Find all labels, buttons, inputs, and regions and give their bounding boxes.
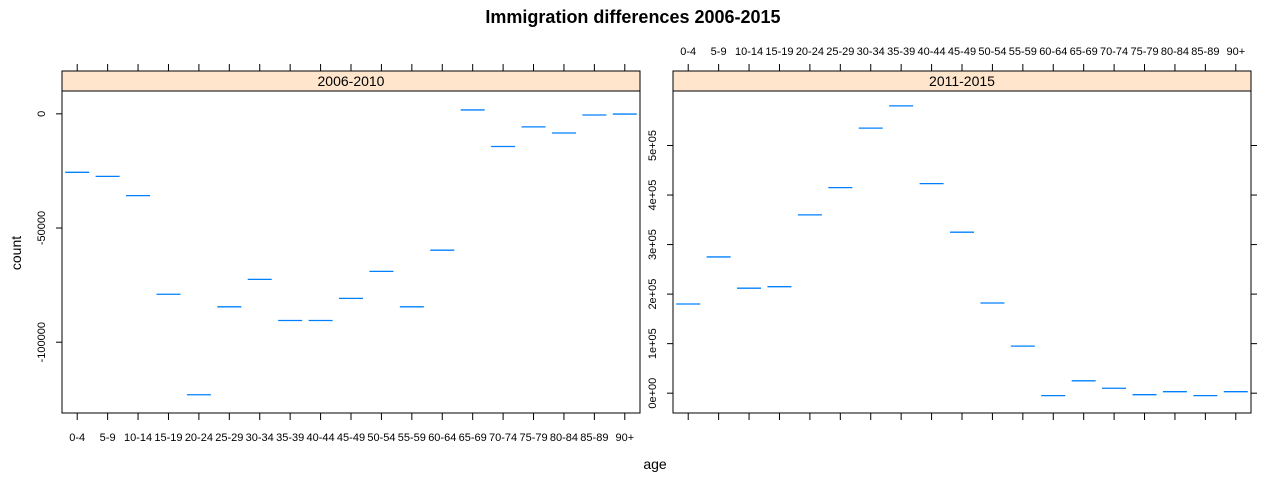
x-tick-label: 35-39 xyxy=(276,432,304,444)
x-tick-label: 20-24 xyxy=(796,46,824,58)
x-tick-label: 45-49 xyxy=(948,46,976,58)
x-tick-label: 70-74 xyxy=(1100,46,1128,58)
x-tick-label: 15-19 xyxy=(154,432,182,444)
x-tick-label: 5-9 xyxy=(100,432,116,444)
y-tick-label: 0 xyxy=(36,111,48,117)
x-tick-label: 70-74 xyxy=(489,432,517,444)
y-tick-label: -100000 xyxy=(36,322,48,362)
x-tick-label: 85-89 xyxy=(1191,46,1219,58)
y-tick-label: 3e+05 xyxy=(647,229,659,260)
y-tick-label: 4e+05 xyxy=(647,180,659,211)
y-tick-label: 1e+05 xyxy=(647,328,659,359)
panel-strip-label: 2006-2010 xyxy=(318,73,385,89)
x-tick-label: 35-39 xyxy=(887,46,915,58)
x-tick-label: 30-34 xyxy=(857,46,885,58)
x-tick-label: 25-29 xyxy=(826,46,854,58)
x-tick-label: 75-79 xyxy=(519,432,547,444)
x-tick-label: 0-4 xyxy=(69,432,85,444)
x-tick-label: 15-19 xyxy=(765,46,793,58)
x-tick-label: 10-14 xyxy=(124,432,152,444)
y-tick-label: 2e+05 xyxy=(647,279,659,310)
y-axis-label: count xyxy=(8,236,24,270)
x-tick-label: 30-34 xyxy=(246,432,274,444)
panel-frame xyxy=(672,90,1252,414)
panel-2011-2015: 2011-2015 0e+00 1e+05 2e+05 3e+05 4e+05 5e+05 0… xyxy=(647,46,1257,420)
x-tick-label: 65-69 xyxy=(1070,46,1098,58)
x-tick-label: 90+ xyxy=(615,432,634,444)
chart-title: Immigration differences 2006-2015 xyxy=(485,7,780,27)
x-tick-label: 10-14 xyxy=(735,46,763,58)
y-tick-label: 0e+00 xyxy=(647,378,659,409)
x-tick-label: 0-4 xyxy=(680,46,696,58)
x-axis-label: age xyxy=(643,456,667,472)
x-tick-label: 90+ xyxy=(1226,46,1245,58)
panel-frame xyxy=(61,90,641,414)
x-tick-label: 40-44 xyxy=(307,432,335,444)
x-tick-label: 25-29 xyxy=(215,432,243,444)
x-tick-label: 40-44 xyxy=(918,46,946,58)
y-tick-label: 5e+05 xyxy=(647,130,659,161)
y-tick-label: -50000 xyxy=(36,211,48,245)
x-tick-label: 55-59 xyxy=(398,432,426,444)
x-tick-label: 55-59 xyxy=(1009,46,1037,58)
x-tick-label: 65-69 xyxy=(459,432,487,444)
x-tick-label: 60-64 xyxy=(428,432,456,444)
x-tick-label: 75-79 xyxy=(1130,46,1158,58)
x-tick-label: 5-9 xyxy=(711,46,727,58)
x-tick-label: 80-84 xyxy=(1161,46,1189,58)
x-tick-label: 80-84 xyxy=(550,432,578,444)
panel-strip-label: 2011-2015 xyxy=(929,73,995,89)
x-tick-label: 60-64 xyxy=(1039,46,1067,58)
x-tick-label: 50-54 xyxy=(367,432,395,444)
x-tick-label: 50-54 xyxy=(978,46,1006,58)
x-tick-label: 45-49 xyxy=(337,432,365,444)
x-tick-label: 85-89 xyxy=(580,432,608,444)
x-tick-label: 20-24 xyxy=(185,432,213,444)
